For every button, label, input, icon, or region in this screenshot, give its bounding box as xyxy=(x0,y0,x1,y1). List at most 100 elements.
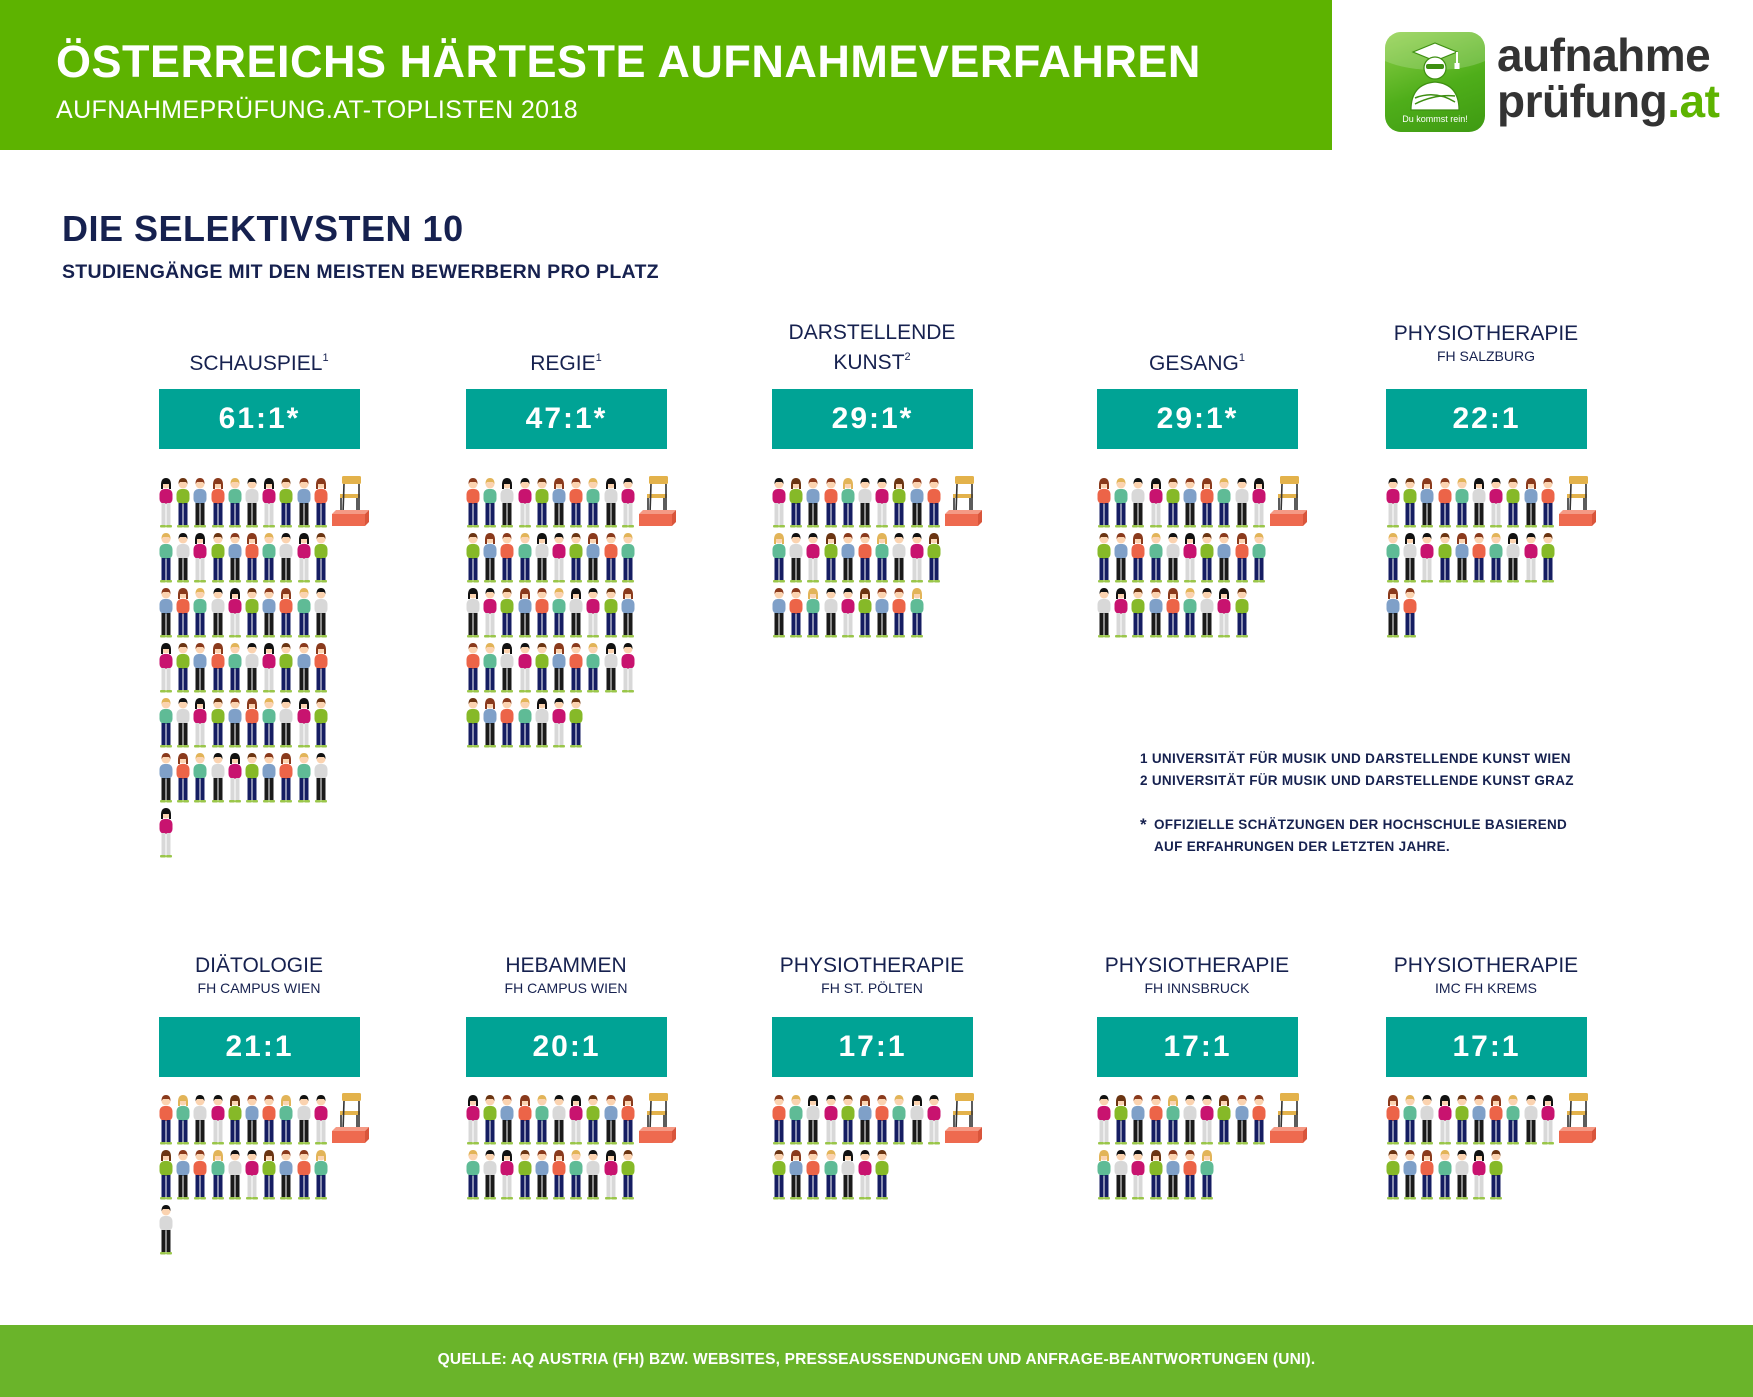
applicant-figure-icon xyxy=(926,478,942,530)
applicant-figure-icon xyxy=(192,533,208,585)
ratio-badge: 29:1* xyxy=(1097,389,1298,449)
applicant-figure-icon xyxy=(517,588,533,640)
applicant-figure-icon xyxy=(568,698,584,750)
applicant-figure-icon xyxy=(585,643,601,695)
applicant-figure-icon xyxy=(534,1095,550,1147)
applicant-figure-icon xyxy=(210,1150,226,1202)
applicant-figure-icon xyxy=(1148,1095,1164,1147)
applicant-figure-icon xyxy=(534,643,550,695)
applicant-figure-icon xyxy=(788,533,804,585)
logo-wordmark-line1: aufnahme xyxy=(1497,29,1711,81)
applicant-figure-icon xyxy=(1182,1150,1198,1202)
applicant-figure-icon xyxy=(1199,1095,1215,1147)
applicant-figure-icon xyxy=(603,588,619,640)
applicant-figure-icon xyxy=(1540,478,1556,530)
applicant-figure-icon xyxy=(568,533,584,585)
program-title-text: SCHAUSPIEL xyxy=(189,352,323,375)
applicant-figure-icon xyxy=(517,1095,533,1147)
applicant-figure-icon xyxy=(840,533,856,585)
applicant-figure-icon xyxy=(874,1095,890,1147)
applicant-figure-icon xyxy=(603,1150,619,1202)
applicant-figure-icon xyxy=(568,643,584,695)
applicant-figure-icon xyxy=(1148,533,1164,585)
applicant-figure-icon xyxy=(1113,1150,1129,1202)
applicant-figure-icon xyxy=(1234,533,1250,585)
applicant-figure-icon xyxy=(482,643,498,695)
applicant-figure-icon xyxy=(517,698,533,750)
applicant-figure-icon xyxy=(1216,588,1232,640)
applicant-figure-icon xyxy=(210,753,226,805)
graduate-icon xyxy=(1385,32,1485,111)
applicant-figure-icon xyxy=(1182,478,1198,530)
applicant-figure-icon xyxy=(1199,478,1215,530)
applicant-figure-icon xyxy=(1130,478,1146,530)
applicant-figure-icon xyxy=(158,643,174,695)
applicant-figure-icon xyxy=(1148,1150,1164,1202)
study-place-chair-icon xyxy=(1270,1093,1307,1145)
applicant-figure-icon xyxy=(603,1095,619,1147)
applicant-figure-icon xyxy=(499,643,515,695)
applicant-figure-icon xyxy=(1096,588,1112,640)
applicant-figure-icon xyxy=(1540,1095,1556,1147)
applicant-figure-icon xyxy=(874,588,890,640)
applicant-figure-icon xyxy=(551,588,567,640)
applicant-figure-icon xyxy=(1402,533,1418,585)
applicant-figure-icon xyxy=(465,1150,481,1202)
applicant-figure-icon xyxy=(1523,478,1539,530)
applicant-figure-icon xyxy=(857,478,873,530)
applicant-figure-icon xyxy=(261,698,277,750)
applicant-figure-icon xyxy=(1130,1150,1146,1202)
applicant-figure-icon xyxy=(1130,533,1146,585)
applicant-figure-icon xyxy=(227,478,243,530)
applicant-figure-icon xyxy=(1437,533,1453,585)
institution-label: FH INNSBRUCK xyxy=(1144,980,1250,996)
footnote-marker: 1 xyxy=(1238,352,1245,364)
applicant-figure-icon xyxy=(823,533,839,585)
program-title-text: DIÄTOLOGIE xyxy=(195,954,323,977)
applicant-figure-icon xyxy=(603,643,619,695)
applicant-figure-icon xyxy=(261,478,277,530)
applicant-figure-icon xyxy=(1165,478,1181,530)
logo-wordmark-main: prüfung xyxy=(1497,75,1668,127)
applicant-figure-icon xyxy=(296,1150,312,1202)
applicant-figure-icon xyxy=(517,643,533,695)
applicant-figure-icon xyxy=(585,478,601,530)
applicant-figure-icon xyxy=(857,1150,873,1202)
applicant-figure-icon xyxy=(499,1095,515,1147)
applicant-figure-icon xyxy=(210,643,226,695)
logo-wordmark-line2: prüfung.at xyxy=(1497,75,1720,127)
applicant-figure-icon xyxy=(1471,478,1487,530)
applicant-figure-icon xyxy=(620,533,636,585)
applicant-figure-icon xyxy=(1471,1095,1487,1147)
applicant-figure-icon xyxy=(227,1095,243,1147)
brand-logo[interactable]: Du kommst rein! aufnahme prüfung.at xyxy=(1385,30,1725,142)
study-place-chair-icon xyxy=(945,476,982,528)
applicant-figure-icon xyxy=(585,588,601,640)
applicant-figure-icon xyxy=(158,588,174,640)
program-title-text: PHYSIOTHERAPIE xyxy=(1393,954,1579,977)
applicant-figure-icon xyxy=(1454,1095,1470,1147)
applicant-figure-icon xyxy=(1505,478,1521,530)
applicant-figure-icon xyxy=(568,1150,584,1202)
applicant-figure-icon xyxy=(175,588,191,640)
applicant-figure-icon xyxy=(805,588,821,640)
applicant-figure-icon xyxy=(227,753,243,805)
applicant-figure-icon xyxy=(1385,1095,1401,1147)
applicant-figure-icon xyxy=(771,588,787,640)
applicant-figure-icon xyxy=(296,698,312,750)
applicant-figure-icon xyxy=(482,478,498,530)
applicant-figure-icon xyxy=(1216,1095,1232,1147)
applicant-figure-icon xyxy=(603,533,619,585)
header-banner: ÖSTERREICHS HÄRTESTE AUFNAHMEVERFAHREN A… xyxy=(0,0,1332,150)
applicant-figure-icon xyxy=(909,588,925,640)
footnote-marker: 1 xyxy=(322,352,329,364)
applicant-figure-icon xyxy=(517,533,533,585)
applicant-figure-icon xyxy=(313,588,329,640)
applicant-figure-icon xyxy=(517,478,533,530)
applicant-figure-icon xyxy=(296,588,312,640)
applicant-figure-icon xyxy=(1251,478,1267,530)
applicant-figure-icon xyxy=(499,1150,515,1202)
applicant-figure-icon xyxy=(1182,588,1198,640)
applicant-figure-icon xyxy=(551,1150,567,1202)
applicant-figure-icon xyxy=(278,533,294,585)
